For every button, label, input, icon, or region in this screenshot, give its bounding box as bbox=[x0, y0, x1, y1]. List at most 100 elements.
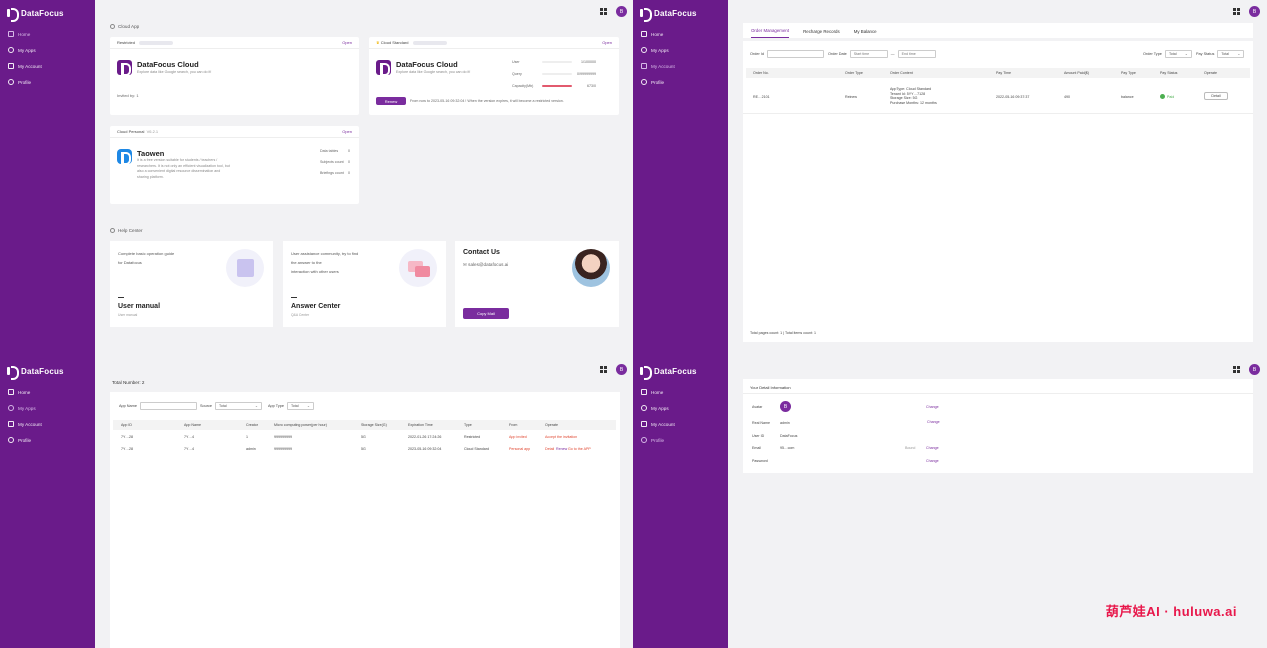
email: 95…com bbox=[780, 446, 795, 450]
logo[interactable]: DataFocus bbox=[0, 360, 95, 382]
datafocus-logo-icon bbox=[640, 8, 652, 22]
accept-invitation-link[interactable]: Accept the invitation bbox=[545, 435, 578, 439]
nav-label: My Account bbox=[651, 63, 675, 69]
profile-title: Your Detail Information bbox=[750, 385, 791, 390]
go-to-app-link[interactable]: Go to the APP bbox=[568, 447, 591, 451]
tab-recharge-records[interactable]: Recharge Records bbox=[803, 29, 840, 34]
nav-my-apps[interactable]: My Apps bbox=[0, 400, 95, 416]
cloud-app-heading: Cloud App bbox=[110, 24, 139, 29]
nav-my-account[interactable]: My Account bbox=[633, 416, 728, 432]
account-tabs: Order Management Recharge Records My Bal… bbox=[743, 23, 1253, 38]
open-link[interactable]: Open bbox=[342, 40, 352, 45]
avatar[interactable]: B bbox=[1249, 6, 1260, 17]
real-name: admin bbox=[780, 421, 790, 425]
tab-my-balance[interactable]: My Balance bbox=[853, 29, 877, 34]
change-avatar-link[interactable]: Change bbox=[926, 405, 939, 409]
user-icon bbox=[8, 437, 14, 443]
logo[interactable]: DataFocus bbox=[633, 360, 728, 382]
nav-home[interactable]: Home bbox=[0, 26, 95, 42]
field-label: Password bbox=[752, 459, 768, 463]
home-icon bbox=[8, 389, 14, 395]
sidebar: DataFocus Home My Apps My Account Profil… bbox=[633, 0, 728, 358]
change-name-link[interactable]: Change bbox=[927, 420, 940, 424]
power: 999999999 bbox=[274, 447, 292, 451]
watermark: 葫芦娃AI · huluwa.ai bbox=[1105, 604, 1237, 619]
app-name-input[interactable] bbox=[139, 402, 197, 410]
logo[interactable]: DataFocus bbox=[0, 2, 95, 24]
apps-grid-icon[interactable] bbox=[600, 8, 607, 15]
source-select[interactable]: Total ⌄ bbox=[215, 402, 263, 410]
nav-label: Profile bbox=[651, 437, 665, 443]
app-desc: Explore data like Google search, you can… bbox=[137, 70, 212, 74]
pay-status-select[interactable]: Total ⌄ bbox=[1217, 50, 1245, 58]
apps-grid-icon[interactable] bbox=[1233, 366, 1240, 373]
help-card-answer-center[interactable]: User assistance community, try to find th… bbox=[283, 241, 446, 327]
order-type: Reinew bbox=[845, 95, 857, 99]
apps-grid-icon[interactable] bbox=[1233, 8, 1240, 15]
nav-label: Profile bbox=[18, 79, 32, 85]
user-icon bbox=[641, 79, 647, 85]
nav-home[interactable]: Home bbox=[633, 26, 728, 42]
start-time-input[interactable]: Start time bbox=[849, 50, 888, 58]
detail-button[interactable]: Detail bbox=[1204, 92, 1228, 100]
renew-button[interactable]: Renew bbox=[376, 97, 406, 105]
avatar[interactable]: B bbox=[616, 6, 627, 17]
sidebar: DataFocus Home My Apps My Account Profil… bbox=[633, 358, 728, 648]
nav-label: Home bbox=[18, 31, 31, 37]
chevron-down-icon: ⌄ bbox=[255, 404, 259, 408]
copy-mail-button[interactable]: Copy Mail bbox=[463, 308, 509, 319]
nav-label: My Account bbox=[18, 63, 42, 69]
help-text: Complete basic operation guide for Datafo… bbox=[118, 251, 175, 265]
order-id-input[interactable] bbox=[766, 50, 824, 58]
app-type-select[interactable]: Total ⌄ bbox=[286, 402, 314, 410]
field-label: User ID bbox=[752, 434, 765, 438]
user-icon bbox=[8, 79, 14, 85]
nav-my-account[interactable]: My Account bbox=[633, 58, 728, 74]
renew-link[interactable]: Renew bbox=[556, 447, 568, 451]
app-card-standard: ♛ Cloud Standard Open DataFocus Cloud Exp… bbox=[369, 37, 619, 115]
nav-profile[interactable]: Profile bbox=[0, 74, 95, 90]
datafocus-app-icon bbox=[117, 60, 132, 76]
nav-my-apps[interactable]: My Apps bbox=[633, 42, 728, 58]
nav-my-account[interactable]: My Account bbox=[0, 58, 95, 74]
avatar[interactable]: B bbox=[1249, 364, 1260, 375]
nav-profile[interactable]: Profile bbox=[633, 74, 728, 90]
order-type-select[interactable]: Total ⌄ bbox=[1164, 50, 1192, 58]
nav-home[interactable]: Home bbox=[633, 384, 728, 400]
invited-by: Invited by: 1 bbox=[117, 93, 139, 98]
brand-name: DataFocus bbox=[654, 8, 697, 18]
type: Cloud Standard bbox=[464, 447, 489, 451]
avatar[interactable]: B bbox=[616, 364, 627, 375]
account-icon bbox=[8, 421, 14, 427]
profile-avatar: B bbox=[780, 401, 791, 412]
nav-my-account[interactable]: My Account bbox=[0, 416, 95, 432]
nav-my-apps[interactable]: My Apps bbox=[633, 400, 728, 416]
logo[interactable]: DataFocus bbox=[633, 2, 728, 24]
stat-briefings: Briefings count 0 bbox=[320, 171, 350, 175]
home-icon bbox=[641, 389, 647, 395]
pay-status-filter: Pay Status Total ⌄ bbox=[1196, 50, 1245, 58]
datafocus-logo-icon bbox=[7, 366, 19, 380]
nav-label: Home bbox=[651, 31, 664, 37]
open-link[interactable]: Open bbox=[602, 40, 612, 45]
nav-my-apps[interactable]: My Apps bbox=[0, 42, 95, 58]
open-link[interactable]: Open bbox=[342, 129, 352, 134]
end-time-input[interactable]: End time bbox=[897, 50, 936, 58]
from: Personal app bbox=[509, 447, 531, 451]
brand-name: DataFocus bbox=[21, 366, 64, 376]
storage: 5G bbox=[361, 435, 366, 439]
app-title: Taowen bbox=[137, 149, 165, 158]
change-email-link[interactable]: Change bbox=[926, 446, 939, 450]
nav-profile[interactable]: Profile bbox=[633, 432, 728, 448]
help-icon bbox=[110, 228, 115, 233]
apps-grid-icon[interactable] bbox=[600, 366, 607, 373]
card-badge: ♛ Cloud Standard bbox=[376, 40, 447, 45]
detail-link[interactable]: Detail bbox=[545, 447, 555, 451]
help-card-user-manual[interactable]: Complete basic operation guide for Datafo… bbox=[110, 241, 273, 327]
help-sub: Q&A Center bbox=[291, 313, 310, 317]
tab-order-management[interactable]: Order Management bbox=[751, 28, 790, 38]
nav-profile[interactable]: Profile bbox=[0, 432, 95, 448]
change-password-link[interactable]: Change bbox=[926, 459, 939, 463]
nav-home[interactable]: Home bbox=[0, 384, 95, 400]
cloud-icon bbox=[110, 24, 115, 29]
